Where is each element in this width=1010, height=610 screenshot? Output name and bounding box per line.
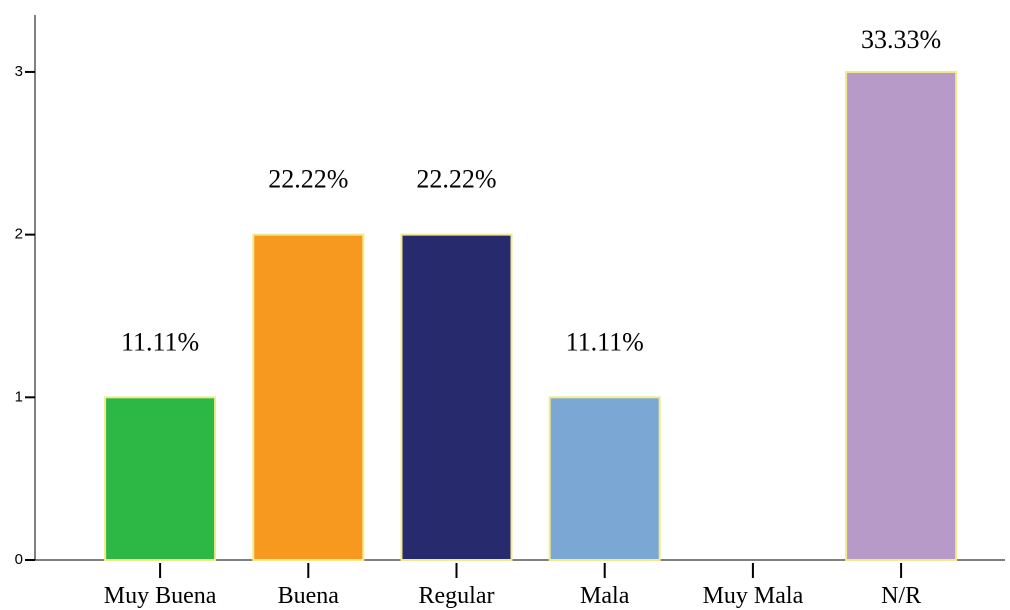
y-tick-label: 0 — [15, 551, 23, 568]
bar — [548, 396, 661, 562]
y-tick-label: 3 — [15, 63, 23, 80]
value-label: 11.11% — [566, 327, 644, 356]
x-tick-label: Regular — [419, 583, 495, 609]
value-label: 33.33% — [861, 25, 941, 54]
bar — [252, 233, 365, 561]
x-tick-label: Buena — [278, 583, 340, 609]
x-tick-label: Muy Buena — [104, 583, 217, 609]
y-tick-label: 1 — [15, 388, 23, 405]
value-label: 11.11% — [121, 327, 199, 356]
y-tick-label: 2 — [15, 226, 23, 243]
value-label: 22.22% — [416, 165, 496, 194]
bar — [400, 233, 513, 561]
bar — [104, 396, 217, 562]
x-tick-label: Mala — [580, 583, 630, 609]
value-label: 22.22% — [268, 165, 348, 194]
x-tick-label: Muy Mala — [703, 583, 804, 609]
x-tick-label: N/R — [881, 583, 921, 609]
bar — [845, 70, 958, 561]
